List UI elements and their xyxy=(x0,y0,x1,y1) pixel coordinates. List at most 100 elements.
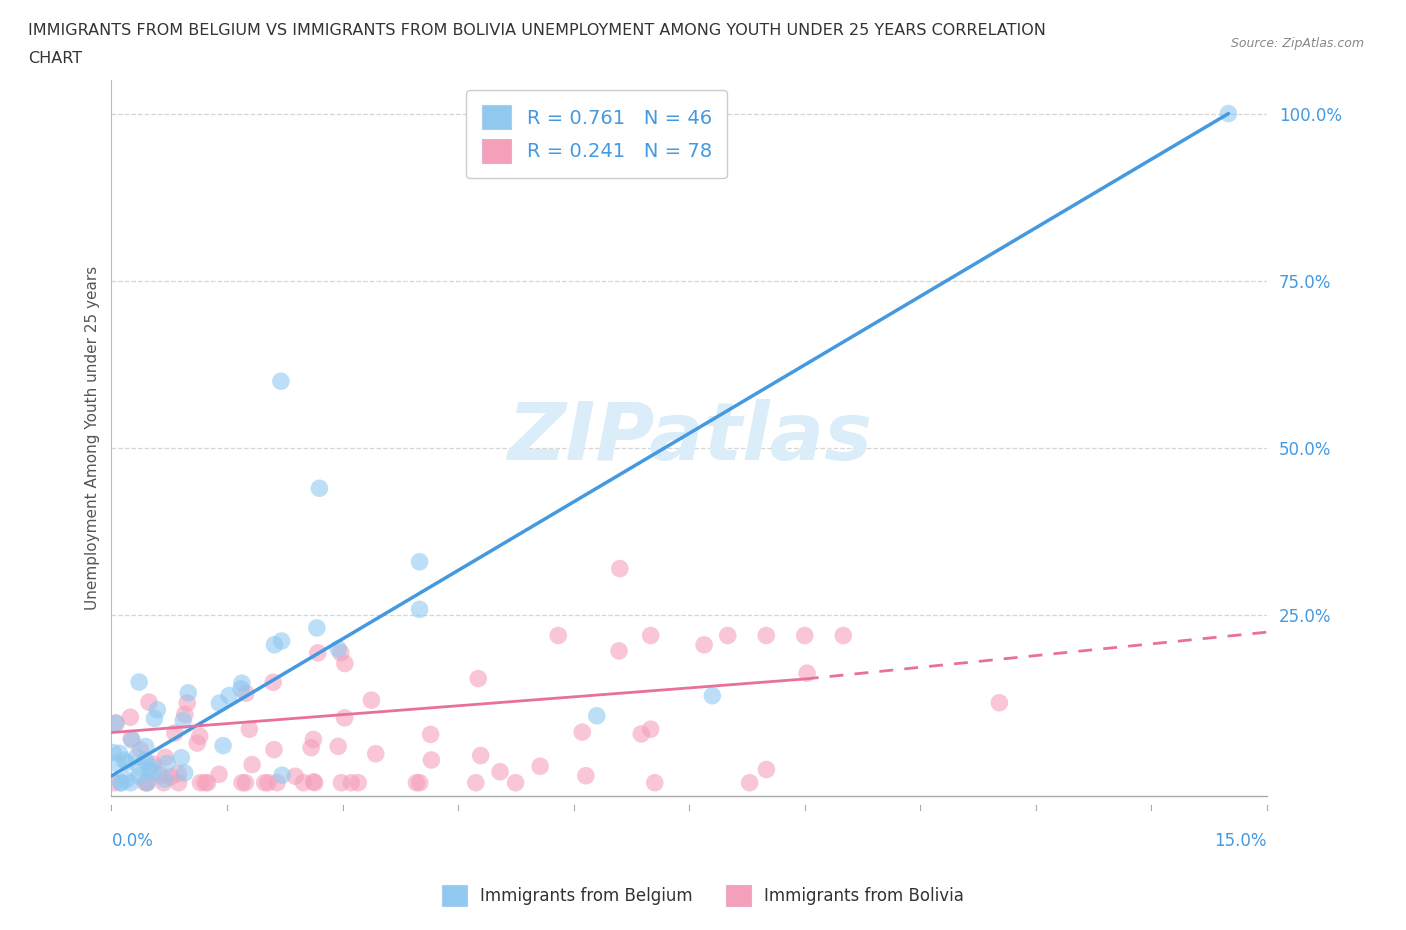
Point xyxy=(197,776,219,790)
Point xyxy=(138,695,160,710)
Point xyxy=(263,637,285,652)
Point xyxy=(112,753,135,768)
Point xyxy=(120,710,142,724)
Point xyxy=(208,767,231,782)
Point xyxy=(640,628,662,643)
Point xyxy=(360,693,382,708)
Point xyxy=(136,776,159,790)
Point xyxy=(270,374,292,389)
Point xyxy=(104,716,127,731)
Point xyxy=(149,767,172,782)
Point xyxy=(128,768,150,783)
Point xyxy=(120,776,142,790)
Point xyxy=(571,724,593,739)
Point xyxy=(177,685,200,700)
Point xyxy=(263,742,285,757)
Point xyxy=(156,756,179,771)
Point xyxy=(194,776,217,790)
Point xyxy=(235,685,257,700)
Text: ZIPatlas: ZIPatlas xyxy=(506,399,872,477)
Point xyxy=(470,748,492,763)
Point xyxy=(173,765,195,780)
Point xyxy=(167,776,190,790)
Point xyxy=(304,776,326,790)
Point xyxy=(299,740,322,755)
Point xyxy=(832,628,855,643)
Point xyxy=(630,726,652,741)
Point xyxy=(529,759,551,774)
Point xyxy=(105,715,128,730)
Legend: Immigrants from Belgium, Immigrants from Bolivia: Immigrants from Belgium, Immigrants from… xyxy=(434,879,972,912)
Point xyxy=(152,776,174,790)
Point xyxy=(110,776,132,790)
Point xyxy=(328,642,350,657)
Point xyxy=(128,760,150,775)
Point xyxy=(186,736,208,751)
Point xyxy=(115,772,138,787)
Point xyxy=(218,688,240,703)
Point xyxy=(307,645,329,660)
Point xyxy=(505,776,527,790)
Point xyxy=(135,739,157,754)
Point xyxy=(134,776,156,790)
Point xyxy=(163,725,186,740)
Point xyxy=(585,709,607,724)
Point xyxy=(420,752,443,767)
Point xyxy=(142,764,165,778)
Point xyxy=(257,776,280,790)
Point xyxy=(755,762,778,777)
Point xyxy=(640,722,662,737)
Point xyxy=(231,676,253,691)
Point xyxy=(129,742,152,757)
Point xyxy=(988,696,1011,711)
Point xyxy=(188,729,211,744)
Point xyxy=(142,757,165,772)
Point xyxy=(231,776,253,790)
Point xyxy=(333,711,356,725)
Point xyxy=(575,768,598,783)
Point xyxy=(755,628,778,643)
Point xyxy=(235,776,257,790)
Point xyxy=(266,776,288,790)
Point xyxy=(139,759,162,774)
Point xyxy=(212,738,235,753)
Point xyxy=(364,746,387,761)
Point xyxy=(408,554,430,569)
Point xyxy=(328,738,350,753)
Point xyxy=(419,727,441,742)
Point xyxy=(693,637,716,652)
Point xyxy=(173,707,195,722)
Point xyxy=(305,620,328,635)
Point xyxy=(717,628,740,643)
Y-axis label: Unemployment Among Youth under 25 years: Unemployment Among Youth under 25 years xyxy=(86,266,100,610)
Point xyxy=(329,645,352,660)
Point xyxy=(159,769,181,784)
Point xyxy=(190,776,212,790)
Point xyxy=(340,776,363,790)
Point xyxy=(292,776,315,790)
Text: 15.0%: 15.0% xyxy=(1215,832,1267,850)
Point xyxy=(547,628,569,643)
Point xyxy=(409,776,432,790)
Point xyxy=(284,769,307,784)
Point xyxy=(115,755,138,770)
Point xyxy=(464,776,486,790)
Point xyxy=(238,722,260,737)
Point xyxy=(644,776,666,790)
Point xyxy=(302,732,325,747)
Point xyxy=(136,776,159,790)
Point xyxy=(607,644,630,658)
Point xyxy=(108,746,131,761)
Point xyxy=(128,674,150,689)
Point xyxy=(155,750,177,764)
Point xyxy=(489,764,512,779)
Point xyxy=(271,768,294,783)
Text: CHART: CHART xyxy=(28,51,82,66)
Point xyxy=(176,696,198,711)
Point xyxy=(408,602,430,617)
Point xyxy=(270,633,292,648)
Text: 0.0%: 0.0% xyxy=(111,832,153,850)
Point xyxy=(302,775,325,790)
Point xyxy=(333,656,356,671)
Point xyxy=(796,666,818,681)
